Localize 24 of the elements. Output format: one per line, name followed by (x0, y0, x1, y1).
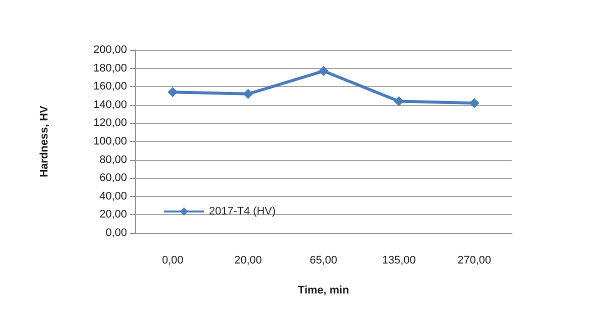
point (243, 88, 254, 99)
y-tick-label: 200,00 (93, 44, 127, 56)
y-tick-label: 60,00 (99, 172, 127, 184)
y-tick-label: 180,00 (93, 62, 127, 74)
point (469, 98, 480, 108)
y-tick-label: 40,00 (99, 190, 127, 202)
y-tick-label: 0,00 (106, 227, 127, 239)
x-tick-label: 65,00 (310, 254, 338, 266)
y-tick-label: 140,00 (93, 98, 127, 111)
y-tick-label: 20,00 (99, 208, 127, 221)
x-tick-label: 20,00 (234, 254, 262, 266)
point (168, 87, 178, 98)
x-tick-label: 270,00 (457, 254, 492, 266)
y-axis-title: Hardness, HV (38, 105, 50, 178)
point (394, 96, 404, 106)
x-tick-label: 0,00 (162, 254, 184, 266)
y-tick-label: 120,00 (93, 117, 127, 130)
x-tick-label: 135,00 (382, 254, 416, 266)
legend-label: 2017-T4 (HV) (209, 206, 276, 218)
point (318, 66, 328, 76)
x-axis-title: Time, min (298, 284, 350, 296)
y-tick-label: 80,00 (99, 154, 127, 166)
y-tick-label: 160,00 (93, 80, 127, 93)
y-tick-label: 100,00 (93, 136, 127, 148)
